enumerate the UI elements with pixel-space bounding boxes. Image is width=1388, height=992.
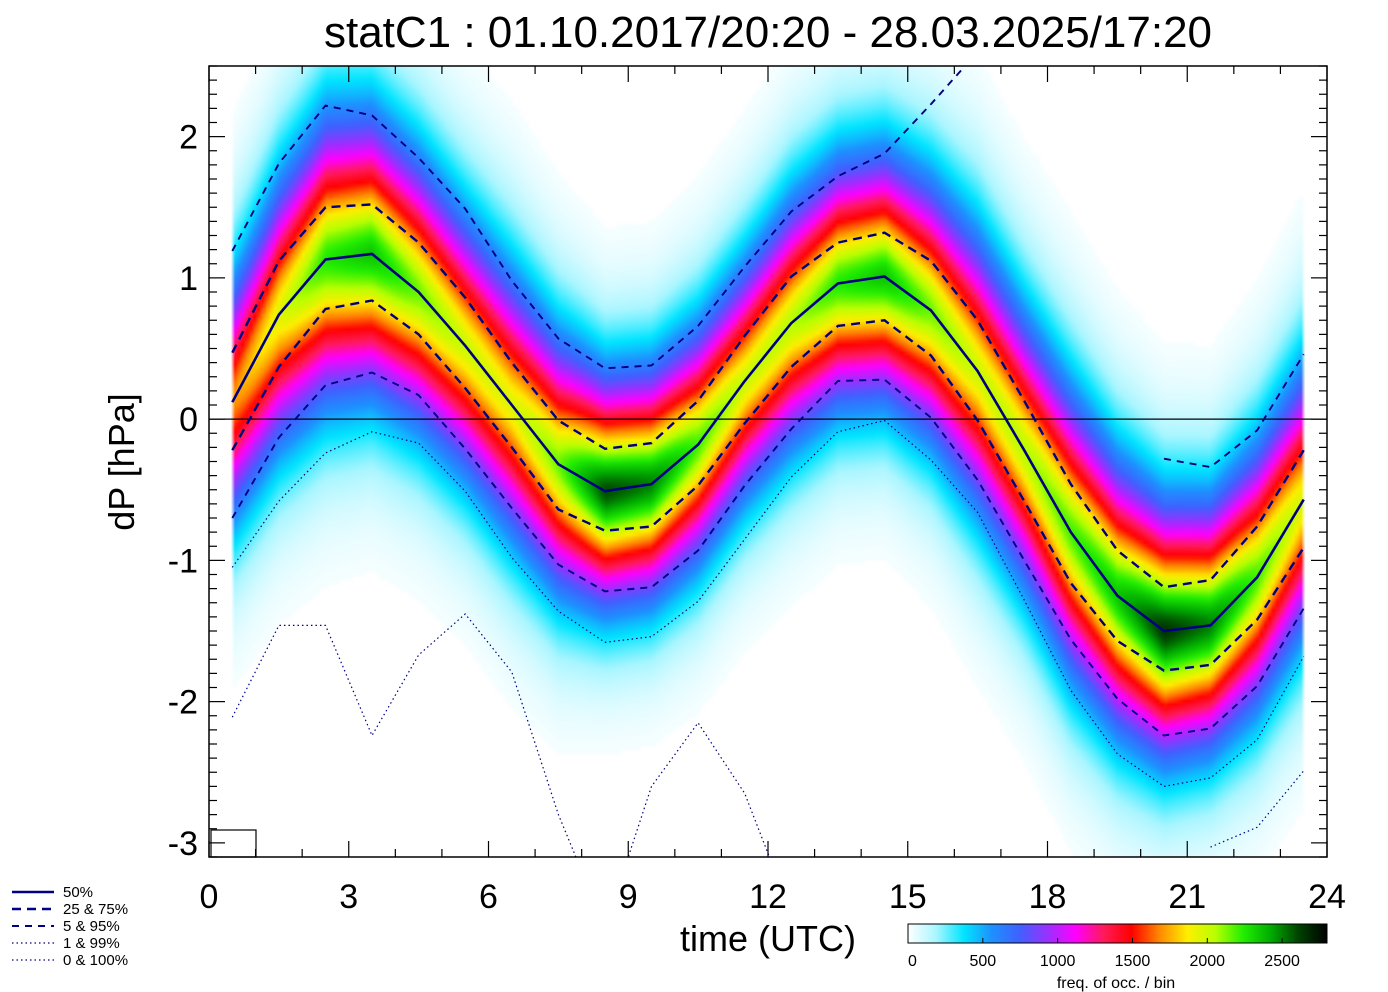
y-tick-label: -3 [168, 825, 198, 863]
colorbar-tick-label: 0 [908, 953, 917, 970]
chart-title: statC1 : 01.10.2017/20:20 - 28.03.2025/1… [324, 8, 1212, 57]
line-legend: 50%25 & 75%5 & 95%1 & 99%0 & 100% [12, 884, 128, 969]
y-tick-label: -1 [168, 542, 198, 580]
axis-ticks [208, 65, 1328, 858]
x-axis-tick-labels: 0 3 6 9 12 15 18 21 24 [200, 878, 1346, 916]
series-line-95pct [231, 66, 967, 370]
x-tick-label: 15 [889, 878, 927, 916]
x-tick-label: 12 [749, 878, 787, 916]
series-line-50pct [231, 252, 1305, 633]
series-line-1pct [231, 419, 1305, 788]
y-axis-tick-labels: -3 -2 -1 0 1 2 [168, 119, 198, 863]
series-line-25pct [231, 299, 1305, 672]
percentile-lines [231, 66, 1305, 857]
legend-label: 5 & 95% [63, 918, 120, 935]
colorbar-gradient [907, 923, 1328, 944]
x-tick-label: 24 [1308, 878, 1346, 916]
x-tick-label: 6 [479, 878, 498, 916]
series-line-0pct [231, 613, 771, 857]
series-line-0pct [1210, 770, 1305, 848]
colorbar-tick-label: 2000 [1189, 953, 1225, 970]
legend-label: 50% [63, 884, 93, 901]
frequency-heatmap [209, 66, 1327, 857]
x-tick-label: 3 [339, 878, 358, 916]
colorbar: 0 500 1000 1500 2000 2500 freq. of occ. / bin [907, 923, 1328, 992]
heatmap-layer [209, 66, 1327, 857]
y-tick-label: 2 [179, 119, 198, 157]
x-axis-title: time (UTC) [680, 918, 856, 959]
x-tick-label: 9 [619, 878, 638, 916]
colorbar-title: freq. of occ. / bin [1057, 975, 1175, 992]
colorbar-tick-label: 2500 [1264, 953, 1300, 970]
y-axis-title: dP [hPa] [101, 393, 142, 530]
legend-label: 1 & 99% [63, 935, 120, 952]
series-line-75pct [231, 203, 1305, 589]
colorbar-tick-label: 1000 [1040, 953, 1076, 970]
y-tick-label: 1 [179, 260, 198, 298]
y-tick-label: -2 [168, 684, 198, 722]
series-line-5pct [231, 371, 1305, 737]
legend-label: 25 & 75% [63, 901, 128, 918]
colorbar-tick-label: 500 [969, 953, 996, 970]
colorbar-tick-label: 1500 [1115, 953, 1151, 970]
x-tick-label: 18 [1029, 878, 1067, 916]
x-tick-label: 21 [1168, 878, 1206, 916]
colorbar-ticks: 0 500 1000 1500 2000 2500 [907, 938, 1300, 970]
legend-label: 0 & 100% [63, 952, 128, 969]
y-tick-label: 0 [179, 401, 198, 439]
x-tick-label: 0 [200, 878, 219, 916]
